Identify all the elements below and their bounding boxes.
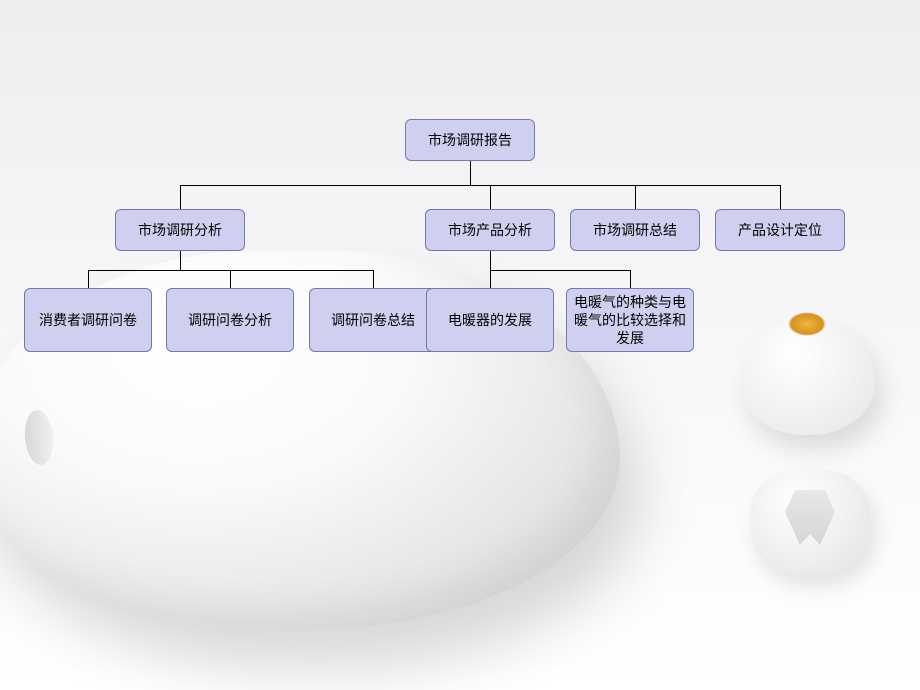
connector [490,251,491,270]
connector [630,270,631,289]
connector [470,161,471,185]
connector [780,185,781,209]
connector [490,270,491,289]
connector [490,270,630,271]
node-survey-summary: 调研问卷总结 [309,288,437,352]
node-design-position: 产品设计定位 [715,209,845,251]
connector [490,185,491,209]
connector [180,251,181,270]
node-heater-types: 电暖气的种类与电暖气的比较选择和发展 [566,288,694,352]
connector [180,185,780,186]
connector [230,270,231,289]
connector [180,185,181,209]
connector [88,270,89,289]
node-consumer-survey: 消费者调研问卷 [24,288,152,352]
node-product-analysis: 市场产品分析 [425,209,555,251]
connector [635,185,636,209]
product-image-small-top [740,320,875,435]
node-survey-analysis: 调研问卷分析 [166,288,294,352]
node-heater-development: 电暖器的发展 [426,288,554,352]
connector [373,270,374,289]
node-root: 市场调研报告 [405,119,535,161]
node-market-analysis: 市场调研分析 [115,209,245,251]
product-image-small-bottom [750,470,870,575]
node-market-summary: 市场调研总结 [570,209,700,251]
